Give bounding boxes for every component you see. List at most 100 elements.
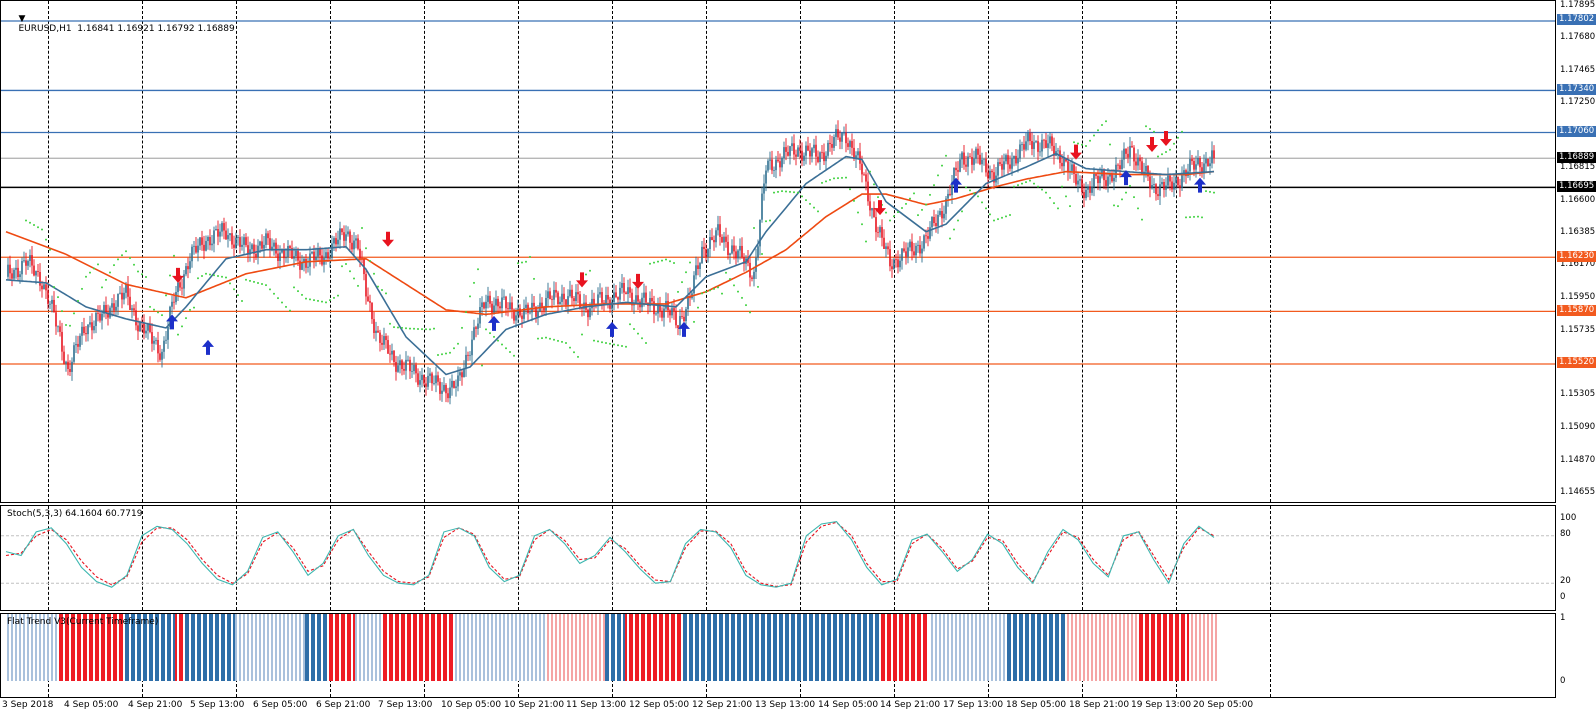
trend-bar [103, 614, 105, 681]
trend-bar [179, 614, 181, 681]
flat-trend-pane[interactable]: Flat Trend V3(Current Timeframe) [0, 613, 1556, 698]
time-axis[interactable]: 3 Sep 2018 4 Sep 05:00 4 Sep 21:00 5 Sep 13… [0, 698, 1556, 716]
bear-candle [1191, 158, 1193, 162]
parabolic-sar-dot [189, 308, 191, 311]
bull-candle [163, 340, 165, 352]
trend-bar [637, 614, 639, 681]
parabolic-sar-dot [553, 338, 555, 341]
bull-candle [1123, 148, 1125, 160]
parabolic-sar-dot [729, 278, 731, 281]
bull-candle [835, 129, 837, 137]
trend-bar [63, 614, 65, 681]
parabolic-sar-dot [1005, 215, 1007, 218]
trend-bar [167, 614, 169, 681]
trend-bar [373, 614, 375, 681]
trend-bar [743, 614, 745, 681]
bull-candle [419, 380, 421, 385]
bull-candle [769, 159, 771, 161]
collapse-triangle-icon[interactable]: ▼ [18, 14, 26, 24]
trend-bar [717, 614, 719, 681]
parabolic-sar-dot [81, 287, 83, 290]
bear-candle [225, 230, 227, 240]
trend-bar [667, 614, 669, 681]
bull-candle [469, 355, 471, 357]
trend-bar [789, 614, 791, 681]
trend-bar [1011, 614, 1013, 681]
trend-bar [937, 614, 939, 681]
price-tick-label: 1.17250 [1560, 96, 1596, 107]
bear-candle [927, 236, 929, 239]
trend-bar [951, 614, 953, 681]
bull-candle [1113, 177, 1115, 182]
stoch-tick-label: 80 [1560, 528, 1571, 539]
bear-candle [711, 237, 713, 240]
price-chart-pane[interactable]: ▼ EURUSD,H1 1.16841 1.16921 1.16792 1.16… [0, 0, 1556, 503]
trend-bar [501, 614, 503, 681]
trend-bar [527, 614, 529, 681]
bear-candle [297, 250, 299, 261]
parabolic-sar-dot [925, 203, 927, 206]
bear-candle [289, 246, 291, 249]
parabolic-sar-dot [1025, 181, 1027, 184]
parabolic-sar-dot [1177, 136, 1179, 139]
parabolic-sar-dot [661, 259, 663, 262]
bear-candle [69, 368, 71, 372]
bull-candle [879, 227, 881, 233]
period-separator [894, 1, 895, 502]
bull-candle [1013, 155, 1015, 159]
trend-bar [499, 614, 501, 681]
bear-candle [1103, 170, 1105, 181]
parabolic-sar-dot [649, 262, 651, 265]
trend-bar [953, 614, 955, 681]
bear-candle [1193, 161, 1195, 170]
trend-bar [435, 614, 437, 681]
trend-bar [763, 614, 765, 681]
trend-bar [281, 614, 283, 681]
parabolic-sar-dot [1045, 191, 1047, 194]
trend-bar [1061, 614, 1063, 681]
bear-candle [1089, 186, 1091, 193]
parabolic-sar-dot [1149, 128, 1151, 131]
ma-slow-line [5, 170, 1215, 316]
bear-candle [725, 236, 727, 242]
price-axis[interactable]: 1.178951.176801.174651.172501.170351.168… [1557, 0, 1596, 503]
stochastic-pane[interactable]: Stoch(5,3,3) 64.1604 60.7719 [0, 505, 1556, 611]
bear-candle [409, 359, 411, 372]
period-separator [894, 506, 895, 610]
price-tag-current: 1.16889 [1557, 151, 1596, 163]
trend-bar [955, 614, 957, 681]
bear-candle [1031, 141, 1033, 149]
parabolic-sar-dot [345, 263, 347, 266]
trend-bar [975, 614, 977, 681]
bear-candle [703, 246, 705, 250]
bear-candle [1179, 185, 1181, 188]
trend-bar [981, 614, 983, 681]
bear-candle [467, 354, 469, 356]
parabolic-sar-dot [1089, 139, 1091, 142]
parabolic-sar-dot [233, 288, 235, 291]
trend-bar [1163, 614, 1165, 681]
bear-candle [957, 170, 959, 172]
bull-candle [123, 292, 125, 300]
bull-candle [843, 132, 845, 134]
bear-candle [895, 259, 897, 261]
bear-candle [47, 290, 49, 304]
trend-bar [883, 614, 885, 681]
parabolic-sar-dot [765, 220, 767, 223]
bull-candle [1017, 158, 1019, 164]
trend-bar [159, 614, 161, 681]
bull-candle [1011, 158, 1013, 169]
bear-candle [721, 236, 723, 243]
period-separator [612, 506, 613, 610]
bear-candle [319, 248, 321, 256]
trend-bar [463, 614, 465, 681]
bull-candle [915, 245, 917, 256]
parabolic-sar-dot [1109, 143, 1111, 146]
trend-bar [549, 614, 551, 681]
bear-candle [149, 323, 151, 333]
parabolic-sar-dot [913, 192, 915, 195]
trend-bar [369, 614, 371, 681]
trend-bar [399, 614, 401, 681]
parabolic-sar-dot [1209, 190, 1211, 193]
bull-candle [797, 147, 799, 157]
